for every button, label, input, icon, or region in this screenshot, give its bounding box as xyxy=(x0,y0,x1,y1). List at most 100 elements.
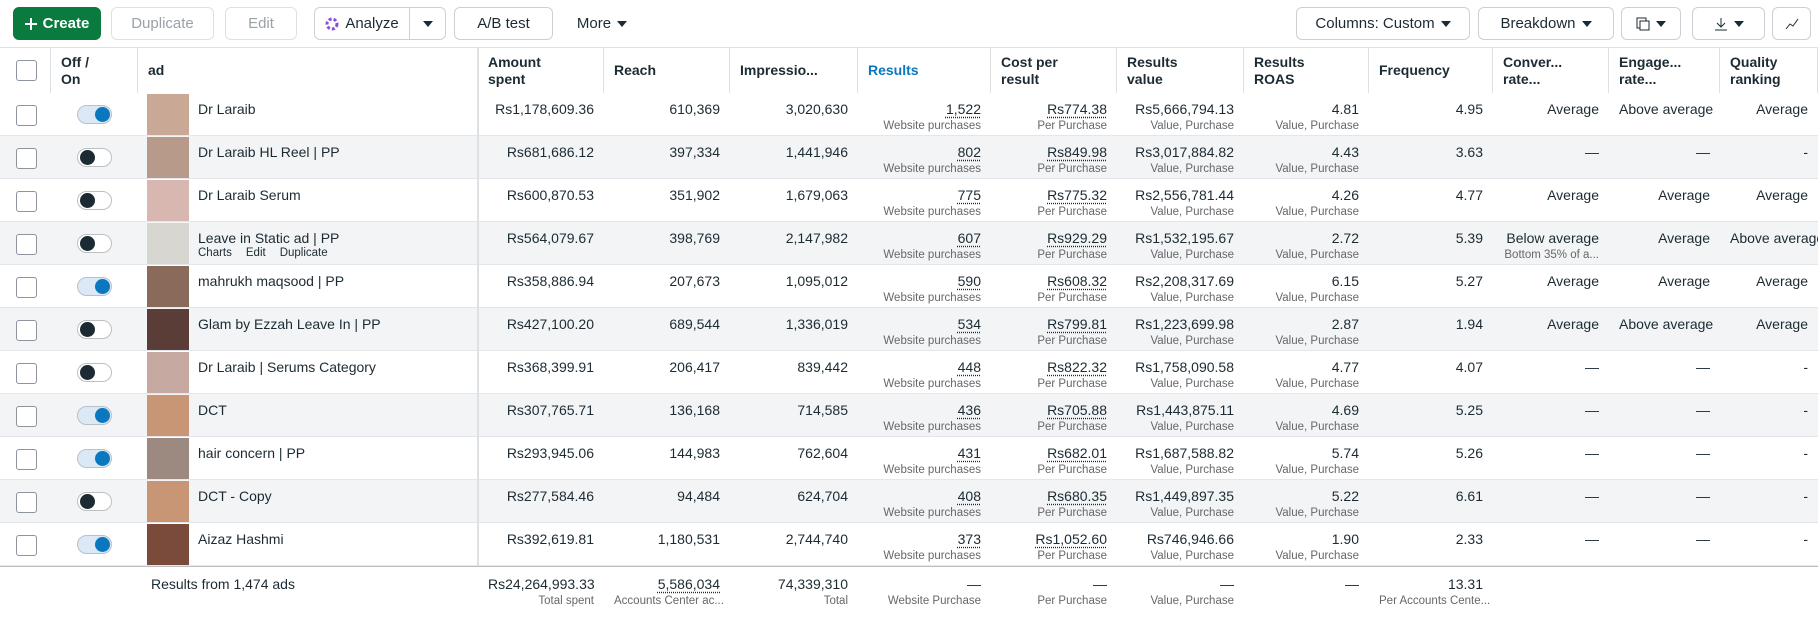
column-header[interactable]: ad xyxy=(138,48,478,93)
toggle[interactable] xyxy=(77,277,112,296)
column-header[interactable]: Cost per result xyxy=(991,48,1117,93)
row-action[interactable]: Edit xyxy=(245,247,266,259)
cell-value[interactable]: Rs682.01 xyxy=(1047,445,1107,461)
cell-subtext: Value, Purchase xyxy=(1150,249,1234,261)
cell-value[interactable]: Rs775.32 xyxy=(1047,187,1107,203)
toggle[interactable] xyxy=(77,449,112,468)
column-header[interactable]: Results ROAS xyxy=(1244,48,1369,93)
columns-button[interactable]: Columns: Custom xyxy=(1296,7,1470,40)
footer-subtext: Value, Purchase xyxy=(1150,595,1234,607)
cell-value: Rs1,443,875.11 xyxy=(1136,402,1234,418)
cell-value[interactable]: 436 xyxy=(957,402,981,418)
cell-value[interactable]: Rs929.29 xyxy=(1047,230,1107,246)
icon xyxy=(1636,17,1650,30)
cell-value[interactable]: Rs680.35 xyxy=(1047,488,1107,504)
toggle[interactable] xyxy=(77,105,112,124)
checkbox[interactable] xyxy=(16,406,37,427)
toggle[interactable] xyxy=(77,406,112,425)
cell-value[interactable]: Rs705.88 xyxy=(1047,402,1107,418)
cell-value[interactable]: Rs608.32 xyxy=(1047,273,1107,289)
cell-value[interactable]: Rs1,052.60 xyxy=(1035,531,1107,547)
row xyxy=(0,351,1818,394)
ad-name[interactable]: Leave in Static ad | PP xyxy=(198,230,340,246)
column-header[interactable]: Off / On xyxy=(51,48,138,93)
column-header[interactable]: Results value xyxy=(1117,48,1244,93)
table-cell: — xyxy=(1609,402,1720,418)
row xyxy=(0,93,1818,136)
column-header[interactable]: Quality ranking xyxy=(1720,48,1818,93)
chart-button[interactable] xyxy=(1772,7,1811,40)
more-button[interactable]: More xyxy=(566,7,638,40)
ab-test-button[interactable]: A/B test xyxy=(454,7,553,40)
toggle[interactable] xyxy=(77,148,112,167)
edit-button[interactable]: Edit xyxy=(225,7,297,40)
create-button[interactable]: Create xyxy=(13,7,101,40)
cell-value[interactable]: 408 xyxy=(957,488,981,504)
column-header[interactable]: Conver... rate... xyxy=(1493,48,1609,93)
checkbox[interactable] xyxy=(16,449,37,470)
duplicate-button[interactable]: Duplicate xyxy=(111,7,214,40)
label: Create xyxy=(42,15,90,32)
cell-value: 351,902 xyxy=(669,187,720,203)
checkbox[interactable] xyxy=(16,234,37,255)
checkbox[interactable] xyxy=(16,492,37,513)
ad-name[interactable]: Dr Laraib xyxy=(198,101,256,117)
checkbox[interactable] xyxy=(16,191,37,212)
toggle[interactable] xyxy=(77,492,112,511)
checkbox[interactable] xyxy=(16,535,37,556)
cell-value[interactable]: 590 xyxy=(957,273,981,289)
table-cell: Above average xyxy=(1609,101,1720,117)
cell-value: Rs2,556,781.44 xyxy=(1135,187,1234,203)
cell-value[interactable]: 431 xyxy=(957,445,981,461)
row-action[interactable]: Charts xyxy=(198,247,232,259)
toggle[interactable] xyxy=(77,535,112,554)
ad-name[interactable]: DCT - Copy xyxy=(198,488,272,504)
cell-value[interactable]: Rs774.38 xyxy=(1047,101,1107,117)
cell-value[interactable]: 775 xyxy=(957,187,981,203)
ad-name[interactable]: Glam by Ezzah Leave In | PP xyxy=(198,316,381,332)
breakdown-button[interactable]: Breakdown xyxy=(1478,7,1614,40)
checkbox[interactable] xyxy=(16,363,37,384)
analyze-dropdown[interactable] xyxy=(409,7,446,40)
ad-name[interactable]: Dr Laraib HL Reel | PP xyxy=(198,144,340,160)
cell-value: Rs600,870.53 xyxy=(506,187,594,203)
column-header[interactable]: Engage... rate... xyxy=(1609,48,1720,93)
cell-value[interactable]: Rs849.98 xyxy=(1047,144,1107,160)
table-cell: Rs3,017,884.82 Value, Purchase xyxy=(1117,144,1244,175)
cell-value[interactable]: 534 xyxy=(957,316,981,332)
table-cell: - xyxy=(1720,445,1818,461)
checkbox[interactable] xyxy=(16,320,37,341)
toggle[interactable] xyxy=(77,234,112,253)
cell-value[interactable]: 1,522 xyxy=(945,101,981,117)
column-header[interactable]: Amount spent xyxy=(478,48,604,93)
checkbox[interactable] xyxy=(16,60,37,81)
column-header[interactable]: Reach xyxy=(604,48,730,93)
checkbox[interactable] xyxy=(16,148,37,169)
column-header[interactable]: Impressio... xyxy=(730,48,858,93)
cell-value[interactable]: 607 xyxy=(957,230,981,246)
cell-value[interactable]: Rs822.32 xyxy=(1047,359,1107,375)
column-header[interactable]: Results xyxy=(858,48,991,93)
ad-name[interactable]: Aizaz Hashmi xyxy=(198,531,284,547)
table-cell: 2.72 Value, Purchase xyxy=(1244,230,1369,261)
ad-name[interactable]: Dr Laraib Serum xyxy=(198,187,301,203)
footer-value: 74,339,310 xyxy=(777,576,848,592)
checkbox[interactable] xyxy=(16,277,37,298)
export-button[interactable] xyxy=(1692,7,1765,40)
reports-button[interactable] xyxy=(1621,7,1681,40)
analyze-button[interactable]: Analyze xyxy=(314,7,410,40)
ad-name[interactable]: DCT xyxy=(198,402,227,418)
cell-value[interactable]: Rs799.81 xyxy=(1047,316,1107,332)
ad-name[interactable]: hair concern | PP xyxy=(198,445,306,461)
toggle[interactable] xyxy=(77,363,112,382)
cell-value[interactable]: 802 xyxy=(957,144,981,160)
column-header[interactable]: Frequency xyxy=(1369,48,1493,93)
row-action[interactable]: Duplicate xyxy=(279,247,328,259)
toggle[interactable] xyxy=(77,320,112,339)
ad-name[interactable]: mahrukh maqsood | PP xyxy=(198,273,345,289)
ad-name[interactable]: Dr Laraib | Serums Category xyxy=(198,359,376,375)
cell-value[interactable]: 373 xyxy=(957,531,981,547)
cell-value[interactable]: 448 xyxy=(957,359,981,375)
checkbox[interactable] xyxy=(16,105,37,126)
toggle[interactable] xyxy=(77,191,112,210)
